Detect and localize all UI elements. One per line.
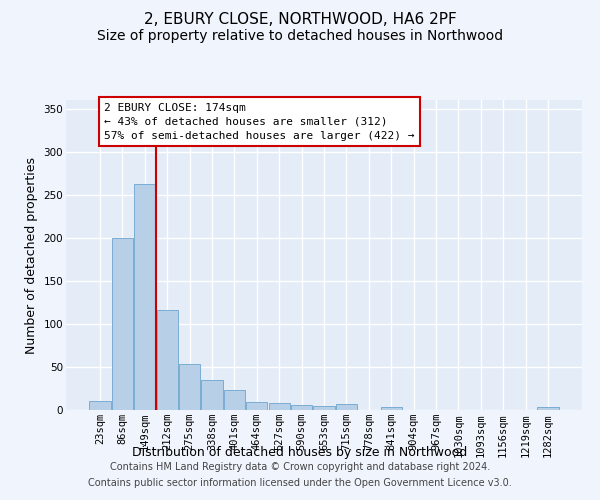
Text: 2, EBURY CLOSE, NORTHWOOD, HA6 2PF: 2, EBURY CLOSE, NORTHWOOD, HA6 2PF — [143, 12, 457, 28]
Bar — [112, 238, 133, 410]
Text: Contains HM Land Registry data © Crown copyright and database right 2024.: Contains HM Land Registry data © Crown c… — [110, 462, 490, 472]
Text: Size of property relative to detached houses in Northwood: Size of property relative to detached ho… — [97, 29, 503, 43]
Bar — [269, 403, 290, 410]
Bar — [224, 390, 245, 410]
Bar — [202, 380, 223, 410]
Bar — [246, 402, 268, 410]
Bar — [134, 184, 155, 410]
Bar — [157, 310, 178, 410]
Bar — [380, 406, 402, 410]
Bar — [291, 405, 312, 410]
Bar — [179, 364, 200, 410]
Bar — [89, 400, 111, 410]
Text: 2 EBURY CLOSE: 174sqm
← 43% of detached houses are smaller (312)
57% of semi-det: 2 EBURY CLOSE: 174sqm ← 43% of detached … — [104, 102, 415, 141]
Bar — [537, 408, 559, 410]
Text: Distribution of detached houses by size in Northwood: Distribution of detached houses by size … — [133, 446, 467, 459]
Bar — [313, 406, 335, 410]
Y-axis label: Number of detached properties: Number of detached properties — [25, 156, 38, 354]
Text: Contains public sector information licensed under the Open Government Licence v3: Contains public sector information licen… — [88, 478, 512, 488]
Bar — [336, 404, 357, 410]
